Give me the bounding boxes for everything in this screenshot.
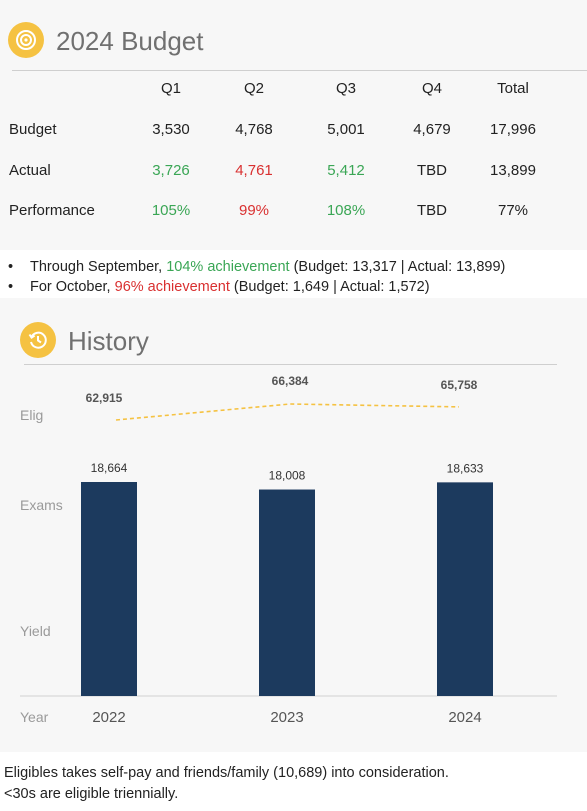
bar-2023	[259, 489, 315, 696]
row-label-actual: Actual	[9, 162, 51, 179]
cell-performance-total: 77%	[497, 202, 529, 219]
cell-budget-q2: 4,768	[235, 121, 273, 138]
budget-title: 2024 Budget	[56, 26, 204, 56]
bar-label-2023: 18,008	[269, 469, 306, 483]
row-label-performance: Performance	[9, 202, 95, 219]
row-label-exams: Exams	[20, 497, 63, 513]
bar-label-2022: 18,664	[91, 461, 128, 475]
history-chart: Elig Exams Yield Year 18,664 18,008 18,633 62,9…	[20, 374, 557, 726]
cell-performance-q2: 99%	[238, 202, 270, 219]
x-tick-2022: 2022	[92, 709, 125, 726]
note-october-highlight: 96% achievement	[114, 279, 230, 295]
cell-budget-q4: 4,679	[413, 121, 451, 138]
history-icon	[28, 331, 47, 349]
cell-budget-q3: 5,001	[327, 121, 365, 138]
eligibles-line	[115, 403, 460, 421]
note-october: • For October, 96% achievement (Budget: 1…	[8, 279, 430, 295]
row-label-budget: Budget	[9, 121, 57, 138]
cell-actual-q1: 3,726	[152, 162, 190, 179]
eligibles-label-2023: 66,384	[272, 374, 309, 388]
cell-actual-q4: TBD	[417, 162, 447, 179]
column-header-q3: Q3	[335, 80, 356, 97]
cell-performance-q4: TBD	[417, 202, 447, 219]
history-title: History	[68, 326, 149, 356]
cell-actual-q3: 5,412	[327, 162, 365, 179]
row-label-elig: Elig	[20, 407, 43, 423]
column-header-q2: Q2	[243, 80, 264, 97]
cell-performance-q1: 105%	[151, 202, 191, 219]
note-september-highlight: 104% achievement	[166, 259, 290, 275]
cell-actual-q2: 4,761	[235, 162, 273, 179]
note-september: • Through September, 104% achievement (Bu…	[8, 259, 506, 275]
row-label-year: Year	[20, 709, 49, 725]
eligibles-label-2022: 62,915	[86, 391, 123, 405]
x-tick-2024: 2024	[448, 709, 481, 726]
note-eligibles: Eligibles takes self-pay and friends/fam…	[4, 765, 449, 781]
history-badge	[20, 322, 56, 358]
note-triennial: <30s are eligible triennially.	[4, 786, 179, 802]
budget-title-rule	[12, 70, 587, 71]
budget-badge	[8, 22, 44, 58]
x-tick-2023: 2023	[270, 709, 303, 726]
eligibles-label-2024: 65,758	[441, 378, 478, 392]
bar-2022	[81, 482, 137, 696]
column-header-q4: Q4	[421, 80, 442, 97]
column-header-total: Total	[497, 80, 529, 97]
target-icon	[16, 30, 36, 50]
cell-budget-total: 17,996	[490, 121, 536, 138]
cell-budget-q1: 3,530	[152, 121, 190, 138]
history-title-rule	[24, 364, 557, 365]
column-header-q1: Q1	[160, 80, 181, 97]
bar-label-2024: 18,633	[447, 461, 484, 475]
bar-2024	[437, 482, 493, 696]
budget-panel	[0, 0, 587, 250]
cell-actual-total: 13,899	[490, 162, 536, 179]
row-label-yield: Yield	[20, 623, 51, 639]
cell-performance-q3: 108%	[326, 202, 366, 219]
